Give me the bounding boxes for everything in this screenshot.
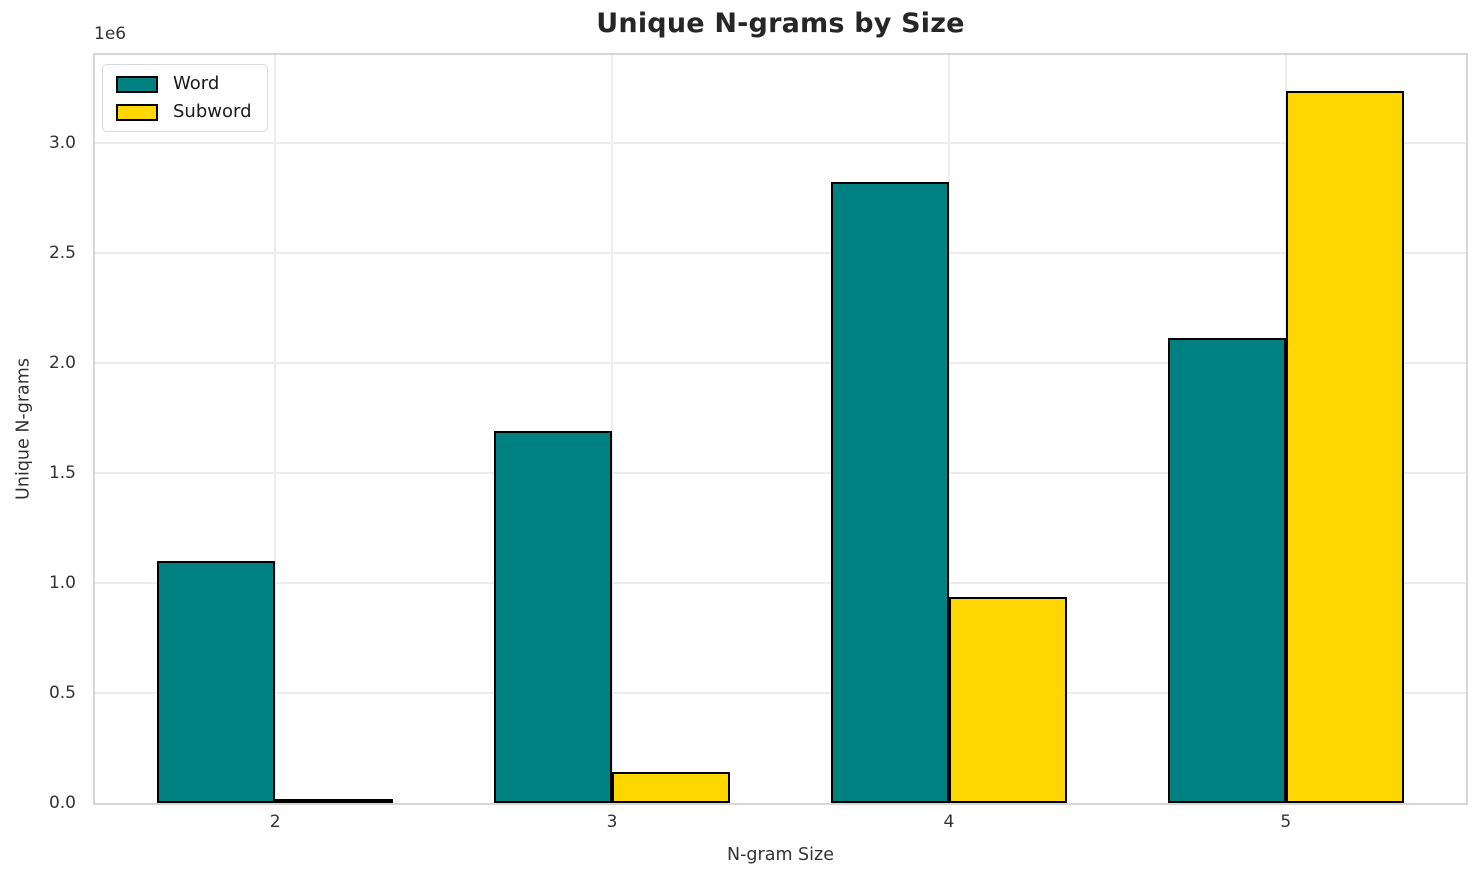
bar-word-n5 — [1167, 337, 1286, 803]
gridline-horizontal — [95, 362, 1466, 364]
bar-subword-n3 — [612, 772, 730, 803]
bar-subword-n5 — [1285, 91, 1404, 803]
gridline-horizontal — [95, 252, 1466, 254]
gridline-vertical — [274, 55, 277, 803]
x-tick-label: 3 — [606, 812, 618, 832]
y-tick-label: 0.5 — [48, 683, 76, 703]
legend-swatch-word — [116, 75, 158, 93]
x-tick-label: 4 — [943, 812, 955, 832]
y-tick-label: 1.5 — [48, 463, 76, 483]
gridline-horizontal — [95, 692, 1466, 694]
gridline-vertical — [947, 55, 950, 803]
bar-word-n3 — [494, 431, 613, 803]
x-tick-label: 2 — [269, 812, 281, 832]
x-tick-label: 5 — [1280, 812, 1292, 832]
bar-word-n2 — [157, 561, 276, 803]
x-axis-label: N-gram Size — [727, 845, 834, 865]
y-tick-label: 2.5 — [48, 243, 76, 263]
y-tick-label: 2.0 — [48, 353, 76, 373]
gridline-horizontal — [95, 142, 1466, 144]
gridline-horizontal — [95, 472, 1466, 474]
legend-label-subword: Subword — [173, 101, 252, 122]
legend-item-word: Word — [116, 75, 252, 93]
y-tick-label: 1.0 — [48, 573, 76, 593]
bar-word-n4 — [831, 181, 949, 803]
bar-subword-n2 — [275, 799, 394, 803]
gridline-horizontal — [95, 582, 1466, 584]
legend-swatch-subword — [116, 103, 158, 121]
y-axis-offset-text: 1e6 — [94, 24, 127, 44]
legend: Word Subword — [102, 64, 268, 132]
legend-item-subword: Subword — [116, 103, 252, 121]
bar-subword-n4 — [948, 597, 1067, 803]
gridline-vertical — [611, 55, 614, 803]
plot-area: Word Subword — [93, 53, 1468, 805]
legend-label-word: Word — [173, 73, 220, 94]
y-tick-label: 0.0 — [48, 793, 76, 813]
y-tick-label: 3.0 — [48, 133, 76, 153]
chart-title: Unique N-grams by Size — [596, 8, 965, 39]
